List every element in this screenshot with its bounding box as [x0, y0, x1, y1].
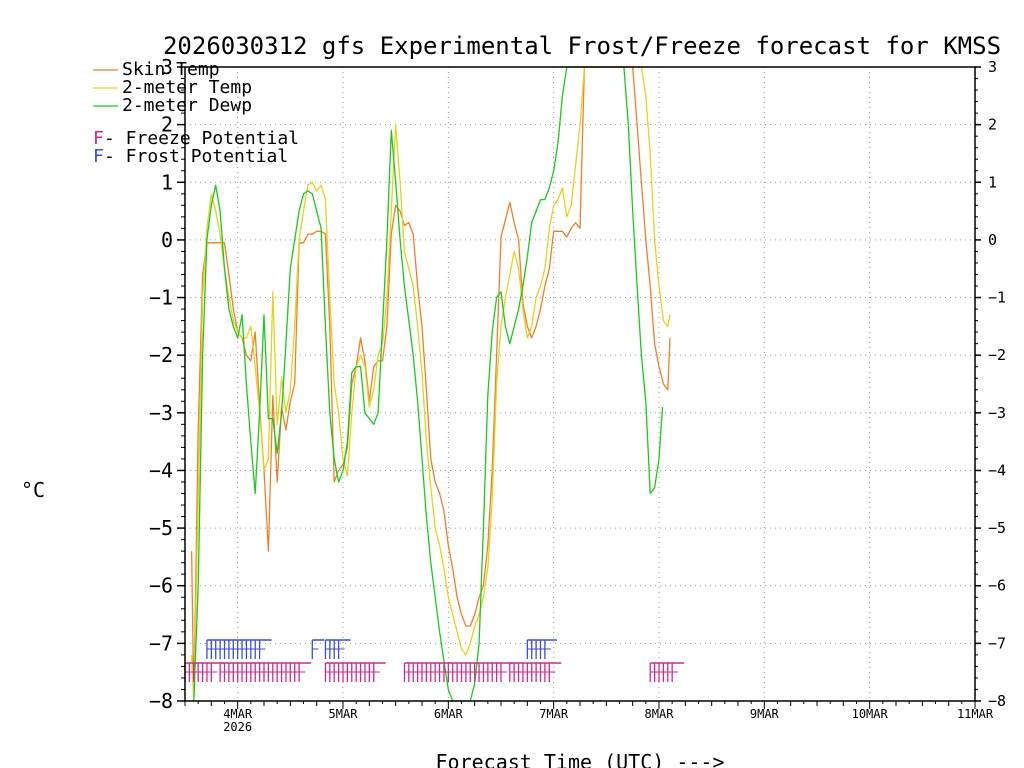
y-tick-label-right: 3	[988, 58, 997, 76]
y-tick-label-left: −2	[149, 343, 173, 367]
y-tick-label-right: 0	[988, 231, 997, 249]
legend-label: 2-meter Temp	[122, 77, 252, 98]
chart-title: 2026030312 gfs Experimental Frost/Freeze…	[163, 32, 1001, 60]
x-tick-label: 11MAR	[957, 707, 994, 721]
y-tick-label-left: −1	[149, 286, 173, 310]
y-axis-right: 3 2 1 0 −1 −2 −3 −4 −5 −6 −7 −8	[975, 58, 1006, 710]
potential-label: - Frost Potential	[104, 146, 288, 167]
y-tick-label-left: −8	[149, 689, 173, 713]
y-tick-label-right: −3	[988, 404, 1006, 422]
y-tick-label-left: −4	[149, 458, 173, 482]
grid	[185, 67, 975, 701]
y-axis-label: °C	[21, 478, 45, 502]
y-tick-label-left: 1	[161, 170, 173, 194]
y-tick-label-left: −6	[149, 574, 173, 598]
x-tick-label: 4MAR	[223, 707, 253, 721]
y-tick-label-left: 3	[161, 55, 173, 79]
y-tick-label-left: 2	[161, 113, 173, 137]
x-tick-sublabel: 2026	[223, 720, 252, 734]
x-tick-label: 9MAR	[750, 707, 780, 721]
y-tick-label-right: −4	[988, 461, 1006, 479]
plot-frame	[184, 66, 976, 702]
series-lines	[190, 66, 671, 702]
y-axis-left: 3 2 1 0 −1 −2 −3 −4 −5 −6 −7 −8	[149, 55, 185, 713]
legend-label: Skin Temp	[122, 59, 220, 80]
x-tick-label: 8MAR	[645, 707, 675, 721]
y-tick-label-right: −6	[988, 577, 1006, 595]
series-2-meter-dewp	[193, 66, 664, 702]
y-tick-label-right: −8	[988, 692, 1006, 710]
legend-label: 2-meter Dewp	[122, 95, 252, 116]
y-tick-label-right: −2	[988, 346, 1006, 364]
x-tick-label: 6MAR	[434, 707, 464, 721]
y-tick-label-left: 0	[161, 228, 173, 252]
potential-label: - Freeze Potential	[104, 128, 299, 149]
y-tick-label-left: −3	[149, 401, 173, 425]
x-tick-label: 10MAR	[852, 707, 889, 721]
y-tick-label-right: −1	[988, 289, 1006, 307]
potential-glyph: F	[93, 128, 104, 149]
x-tick-label: 5MAR	[329, 707, 359, 721]
y-tick-label-right: 2	[988, 116, 997, 134]
potential-glyph: F	[93, 146, 104, 167]
x-tick-label: 7MAR	[539, 707, 569, 721]
y-tick-label-right: 1	[988, 173, 997, 191]
y-tick-label-right: −7	[988, 634, 1006, 652]
y-tick-label-left: −5	[149, 516, 173, 540]
series-2-meter-temp	[190, 66, 671, 702]
x-axis-label: Forecast Time (UTC) --->	[436, 750, 725, 768]
y-tick-label-left: −7	[149, 631, 173, 655]
potential-markers	[184, 639, 685, 682]
y-tick-label-right: −5	[988, 519, 1006, 537]
